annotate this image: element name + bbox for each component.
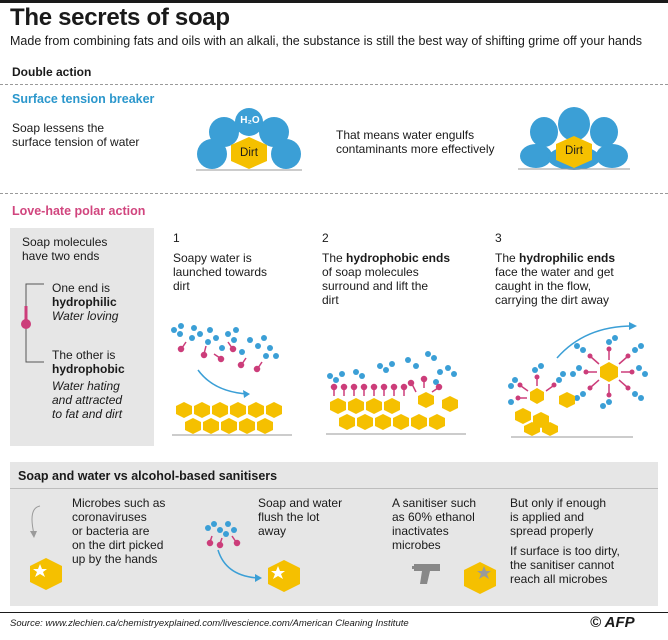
divider (10, 488, 658, 489)
surface-left-text: Soap lessens the surface tension of wate… (12, 121, 140, 149)
sanitiser-condition-text: But only if enough is applied and spread… (510, 496, 620, 586)
dirt-label: Dirt (240, 147, 258, 159)
dirt-label: Dirt (565, 145, 583, 157)
surface-right-text: That means water engulfs contaminants mo… (336, 128, 495, 156)
water-droplet (197, 139, 227, 169)
soap-molecule-icon (21, 283, 44, 363)
spray-gun-icon (412, 562, 496, 594)
page-subtitle: Made from combining fats and oils with a… (10, 34, 643, 48)
step-2-text: 2 The hydrophobic ends of soap molecules… (322, 231, 451, 307)
flush-away-icon (205, 521, 300, 592)
step-1-diagram (171, 323, 292, 436)
comparison-panel (10, 462, 658, 606)
step-3-text: 3 The hydrophilic ends face the water an… (495, 231, 616, 307)
footer-rule (0, 612, 668, 613)
hydrophilic-description: One end is hydrophilic Water loving (52, 281, 119, 323)
top-rule (0, 0, 668, 3)
comparison-heading: Soap and water vs alcohol-based sanitise… (18, 469, 278, 483)
afp-logo: © AFP (590, 614, 635, 631)
divider (0, 193, 668, 194)
step-2-diagram (326, 351, 466, 435)
hand-dirt-icon (30, 505, 62, 590)
water-droplet (235, 108, 263, 136)
water-droplet (271, 139, 301, 169)
sidebar-intro: Soap molecules have two ends (22, 235, 108, 263)
hydrophobic-description: The other is hydrophobic Water hating an… (52, 348, 125, 421)
water-droplet (259, 117, 289, 147)
water-label: H₂O (240, 115, 260, 126)
source-note: Source: www.zlechien.ca/chemistryexplain… (10, 618, 409, 629)
water-droplet (209, 117, 239, 147)
water-droplets-dirt-diagram (196, 108, 302, 171)
flush-text: Soap and water flush the lot away (258, 496, 343, 538)
microbes-text: Microbes such as coronaviruses or bacter… (72, 496, 166, 566)
dirt-hexagon (231, 137, 267, 169)
surface-tension-heading: Surface tension breaker (12, 92, 155, 106)
polar-action-heading: Love-hate polar action (12, 204, 146, 218)
divider (0, 84, 668, 85)
step-3-diagram (508, 322, 648, 438)
page-title: The secrets of soap (10, 4, 230, 31)
soap-molecule-panel (10, 228, 154, 446)
sanitiser-text: A sanitiser such as 60% ethanol inactiva… (392, 496, 477, 552)
double-action-heading: Double action (12, 65, 92, 79)
step-1-text: 1 Soapy water is launched towards dirt (173, 231, 268, 293)
engulfed-dirt-diagram (518, 107, 630, 170)
